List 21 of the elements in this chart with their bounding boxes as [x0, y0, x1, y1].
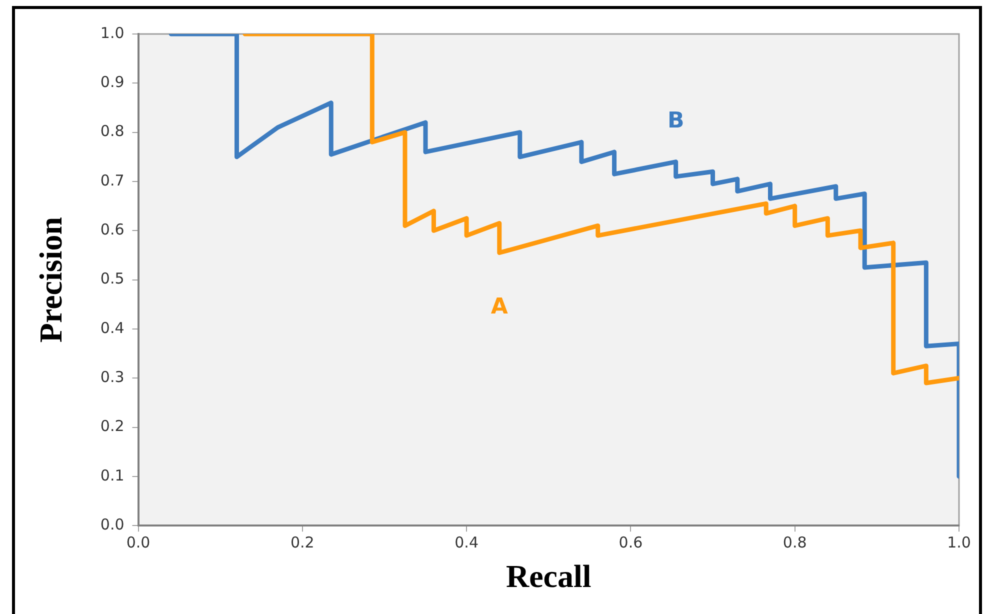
y-tick-label: 0.7: [100, 171, 124, 190]
y-tick-label: 0.4: [100, 318, 124, 337]
y-tick-label: 0.5: [100, 270, 124, 288]
x-tick-label: 0.6: [618, 533, 643, 552]
y-tick-label: 0.0: [100, 515, 124, 534]
x-tick-label: 0.0: [126, 533, 150, 552]
y-tick-label: 0.8: [100, 122, 124, 140]
x-axis-title: Recall: [506, 558, 592, 594]
x-tick-label: 1.0: [947, 533, 971, 552]
y-tick-label: 0.3: [100, 368, 124, 386]
x-tick-label: 0.4: [454, 533, 478, 552]
series-label: B: [667, 108, 684, 134]
x-tick-label: 0.8: [782, 533, 807, 552]
y-tick-label: 0.9: [100, 73, 124, 92]
series-label: A: [490, 294, 508, 320]
y-tick-label: 0.6: [100, 220, 124, 239]
y-tick-label: 0.1: [100, 466, 124, 484]
x-tick-label: 0.2: [290, 533, 314, 552]
y-axis-title: Precision: [32, 216, 68, 343]
y-tick-label: 0.2: [100, 417, 124, 436]
y-tick-label: 1.0: [100, 24, 124, 42]
